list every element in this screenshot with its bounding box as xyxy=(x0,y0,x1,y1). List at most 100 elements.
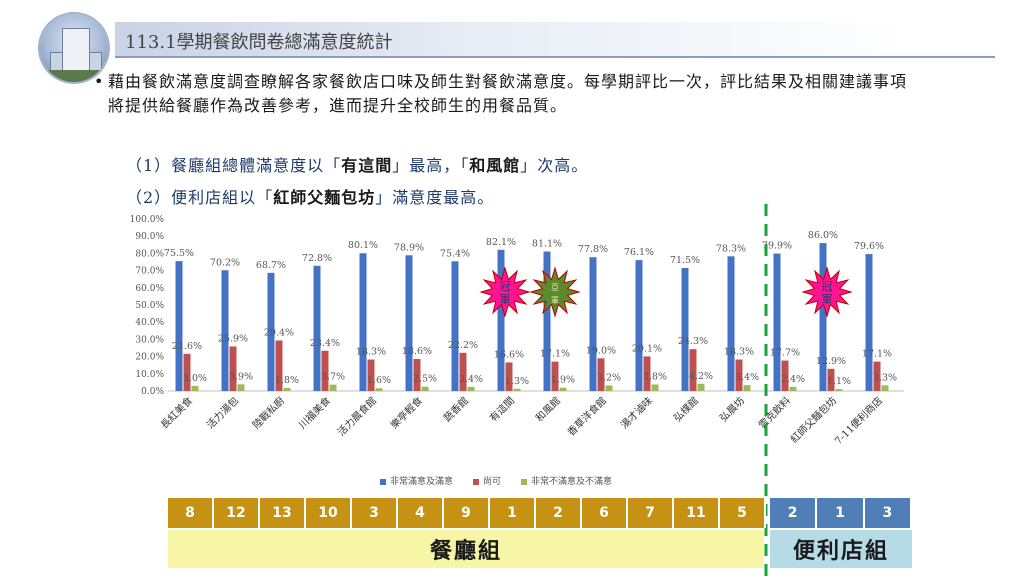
restaurant-rank-row: 8 12 13 10 3 4 9 1 2 6 7 11 5 xyxy=(168,498,766,528)
x-category-label: 樂亭輕食 xyxy=(388,394,425,431)
school-logo xyxy=(40,14,108,82)
data-label: 16.6% xyxy=(494,349,524,360)
bar-satisfied xyxy=(175,261,183,391)
point-1-suffix: 」次高。 xyxy=(520,156,589,175)
point-1-mid: 」最高，「 xyxy=(392,156,470,175)
point-2: （2）便利店組以「紅師父麵包坊」滿意度最高。 xyxy=(126,184,494,208)
legend-label: 尚可 xyxy=(483,477,502,487)
data-label: 18.3% xyxy=(356,347,386,358)
bar-neutral xyxy=(183,353,191,391)
bar-dissatisfied xyxy=(835,389,843,391)
data-label: 18.3% xyxy=(724,347,754,358)
restaurant-rank-cell: 8 xyxy=(168,498,214,528)
bar-satisfied xyxy=(221,270,229,391)
data-label: 24.3% xyxy=(678,336,708,347)
award-label: 冠 xyxy=(822,280,833,293)
bar-neutral xyxy=(873,361,881,391)
x-category-label: 有這間 xyxy=(487,394,517,424)
bar-satisfied xyxy=(313,265,321,391)
data-label: 80.1% xyxy=(348,240,378,251)
bar-satisfied xyxy=(451,261,459,391)
x-category-label: 7-11便利商店 xyxy=(832,394,885,447)
restaurant-rank-cell: 2 xyxy=(536,498,582,528)
bar-satisfied xyxy=(267,272,275,391)
bar-dissatisfied xyxy=(283,387,291,391)
bar-dissatisfied xyxy=(743,385,751,391)
y-tick-label: 100.0% xyxy=(130,215,165,225)
x-category-label: 弘樸館 xyxy=(671,394,701,424)
bar-dissatisfied xyxy=(605,385,613,391)
data-label: 20.1% xyxy=(632,343,662,354)
y-tick-label: 90.0% xyxy=(135,232,164,242)
data-label: 70.2% xyxy=(210,257,240,268)
data-label: 1.3% xyxy=(505,376,529,387)
restaurant-rank-cell: 11 xyxy=(674,498,720,528)
bar-dissatisfied xyxy=(881,385,889,391)
bar-satisfied xyxy=(497,249,505,391)
bar-dissatisfied xyxy=(191,385,199,391)
bar-satisfied xyxy=(681,268,689,391)
intro-text: 藉由餐飲滿意度調查瞭解各家餐飲店口味及師生對餐飲滿意度。每學期評比一次，評比結果… xyxy=(108,72,908,115)
data-label: 75.5% xyxy=(164,248,194,259)
bar-neutral xyxy=(321,350,329,391)
bar-neutral xyxy=(827,368,835,391)
award-starburst xyxy=(479,266,531,318)
point-2-prefix: （2）便利店組以「 xyxy=(126,188,274,207)
data-label: 77.8% xyxy=(578,244,608,255)
legend-swatch xyxy=(521,478,528,485)
bar-dissatisfied xyxy=(467,386,475,391)
restaurant-rank-cell: 4 xyxy=(398,498,444,528)
award-label: 冠 xyxy=(500,280,511,293)
bar-neutral xyxy=(551,361,559,391)
bar-dissatisfied xyxy=(651,384,659,391)
legend-item: 非常不滿意及不滿意 xyxy=(521,474,612,487)
bar-satisfied xyxy=(727,256,735,391)
point-1-top: 有這間 xyxy=(341,156,393,175)
data-label: 3.4% xyxy=(735,372,759,383)
bar-satisfied xyxy=(773,253,781,391)
data-label: 1.8% xyxy=(275,375,299,386)
data-label: 3.8% xyxy=(643,371,667,382)
legend-label: 非常滿意及滿意 xyxy=(390,477,454,487)
x-category-label: 香草洋食館 xyxy=(565,394,610,439)
restaurant-rank-cell: 10 xyxy=(306,498,352,528)
bar-dissatisfied xyxy=(697,383,705,391)
chart-legend: 非常滿意及滿意 尚可 非常不滿意及不滿意 xyxy=(380,474,612,487)
bar-satisfied xyxy=(635,260,643,391)
store-rank-cell: 2 xyxy=(770,498,818,528)
restaurant-group-label: 餐廳組 xyxy=(168,530,764,568)
restaurant-rank-cell: 6 xyxy=(582,498,628,528)
page-title: 113.1學期餐飲問卷總滿意度統計 xyxy=(125,32,393,53)
bar-satisfied xyxy=(589,257,597,391)
data-label: 79.6% xyxy=(854,241,884,252)
award-label: 軍 xyxy=(500,293,511,306)
bar-neutral xyxy=(275,340,283,391)
award-starburst xyxy=(529,266,581,318)
x-category-label: 陸戰私廚 xyxy=(250,394,287,431)
restaurant-rank-cell: 7 xyxy=(628,498,674,528)
restaurant-rank-cell: 9 xyxy=(444,498,490,528)
x-category-label: 活力晨食館 xyxy=(335,394,380,439)
x-category-label: 蔬香館 xyxy=(441,394,471,424)
bar-dissatisfied xyxy=(421,386,429,391)
restaurant-rank-cell: 12 xyxy=(214,498,260,528)
bar-satisfied xyxy=(865,254,873,391)
data-label: 75.4% xyxy=(440,248,470,259)
data-label: 3.3% xyxy=(873,372,897,383)
restaurant-rank-cell: 13 xyxy=(260,498,306,528)
bar-dissatisfied xyxy=(789,386,797,391)
data-label: 4.2% xyxy=(689,371,713,382)
data-label: 23.4% xyxy=(310,338,340,349)
bar-neutral xyxy=(413,359,421,391)
award-label: 亞 xyxy=(551,283,559,292)
store-group-label: 便利店組 xyxy=(770,530,912,568)
bar-neutral xyxy=(643,356,651,391)
x-category-label: 活力湯包 xyxy=(204,394,241,431)
bar-neutral xyxy=(459,352,467,391)
legend-swatch xyxy=(473,478,480,485)
bar-satisfied xyxy=(359,253,367,391)
bar-neutral xyxy=(367,359,375,391)
legend-item: 尚可 xyxy=(473,474,501,487)
